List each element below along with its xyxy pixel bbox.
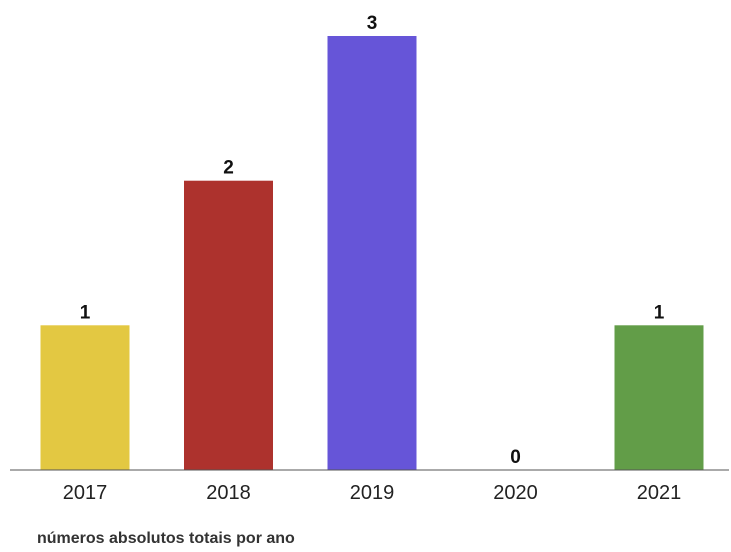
bar-2021 [614, 325, 704, 470]
x-tick-label-2020: 2020 [493, 482, 538, 504]
x-tick-label-2018: 2018 [206, 482, 251, 504]
x-tick-label-2021: 2021 [637, 482, 682, 504]
bar-2018 [184, 180, 273, 470]
labels-group: 1 2017 2 2018 3 2019 0 2020 1 2021 [63, 13, 682, 504]
x-tick-label-2017: 2017 [63, 482, 108, 504]
chart-caption: números absolutos totais por ano [37, 530, 295, 547]
data-label-2021: 1 [654, 302, 665, 323]
bar-2019 [327, 36, 417, 470]
bar-2017 [40, 325, 130, 470]
chart-svg: 1 2017 2 2018 3 2019 0 2020 1 2021 [10, 13, 729, 504]
bars-group [40, 36, 704, 470]
data-label-2019: 3 [367, 13, 378, 34]
data-label-2018: 2 [223, 158, 234, 179]
data-label-2017: 1 [80, 302, 91, 323]
x-tick-label-2019: 2019 [350, 482, 395, 504]
data-label-2020: 0 [510, 447, 521, 468]
